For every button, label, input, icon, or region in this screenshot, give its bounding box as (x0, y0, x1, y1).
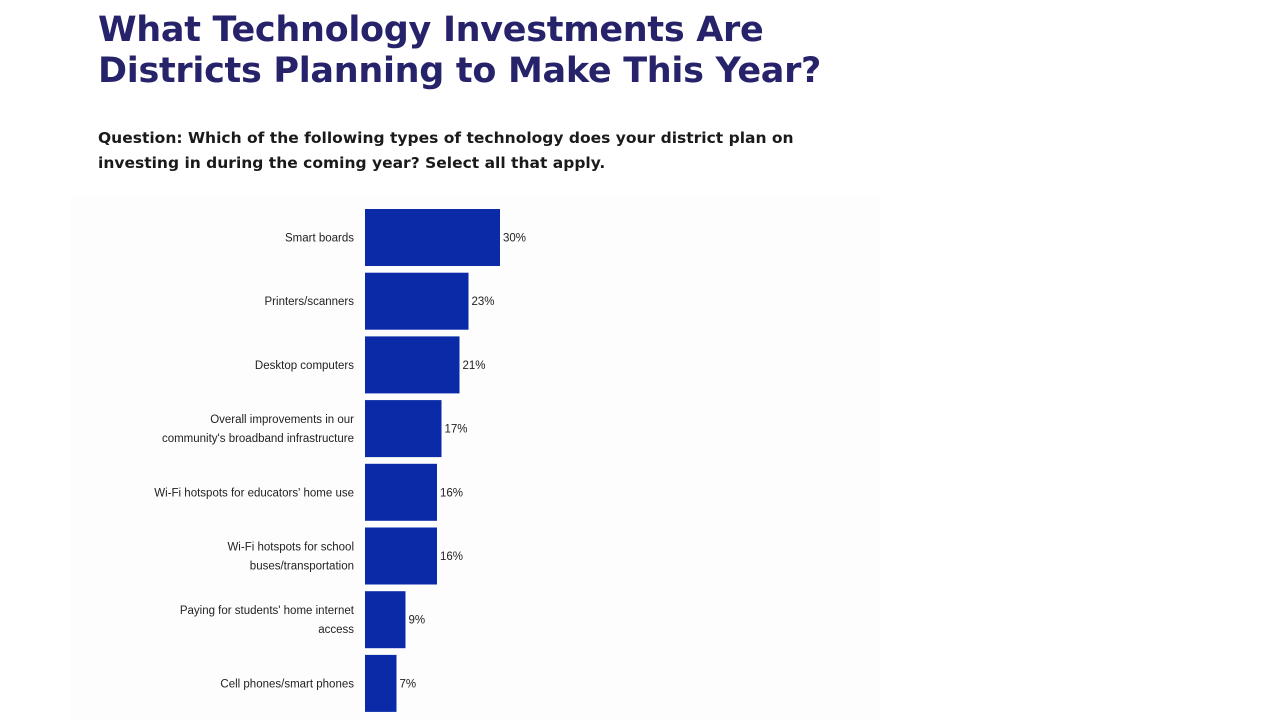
bar (365, 463, 437, 521)
bar (365, 272, 469, 330)
category-label: Smart boards (285, 233, 354, 245)
value-label: 9% (409, 615, 426, 627)
value-label: 16% (440, 551, 463, 563)
value-label: 16% (440, 487, 463, 499)
value-label: 23% (472, 296, 495, 308)
bar (365, 336, 460, 394)
value-label: 30% (503, 233, 526, 245)
category-label: Cell phones/smart phones (220, 678, 354, 690)
category-label: Overall improvements in our community's b… (162, 414, 354, 445)
category-label: Desktop computers (255, 360, 354, 372)
bar (365, 527, 437, 585)
chart-panel: 30% Smart boards 23% Printers/scanners 21% De… (70, 196, 880, 720)
bar-chart: 30% Smart boards 23% Printers/scanners 21% De… (154, 209, 526, 712)
category-label: Wi-Fi hotspots for school buses/transport… (227, 542, 354, 573)
bar (365, 400, 442, 458)
category-label: Printers/scanners (265, 296, 355, 308)
value-label: 17% (445, 424, 468, 436)
value-label: 7% (400, 678, 417, 690)
chart-title: What Technology Investments Are District… (98, 10, 822, 91)
bar (365, 591, 406, 649)
value-label: 21% (463, 360, 486, 372)
category-label: Wi-Fi hotspots for educators' home use (154, 487, 354, 499)
category-label: Paying for students' home internet access (180, 605, 355, 636)
survey-question: Question: Which of the following types o… (98, 129, 794, 172)
bar (365, 654, 397, 712)
bar (365, 209, 500, 266)
